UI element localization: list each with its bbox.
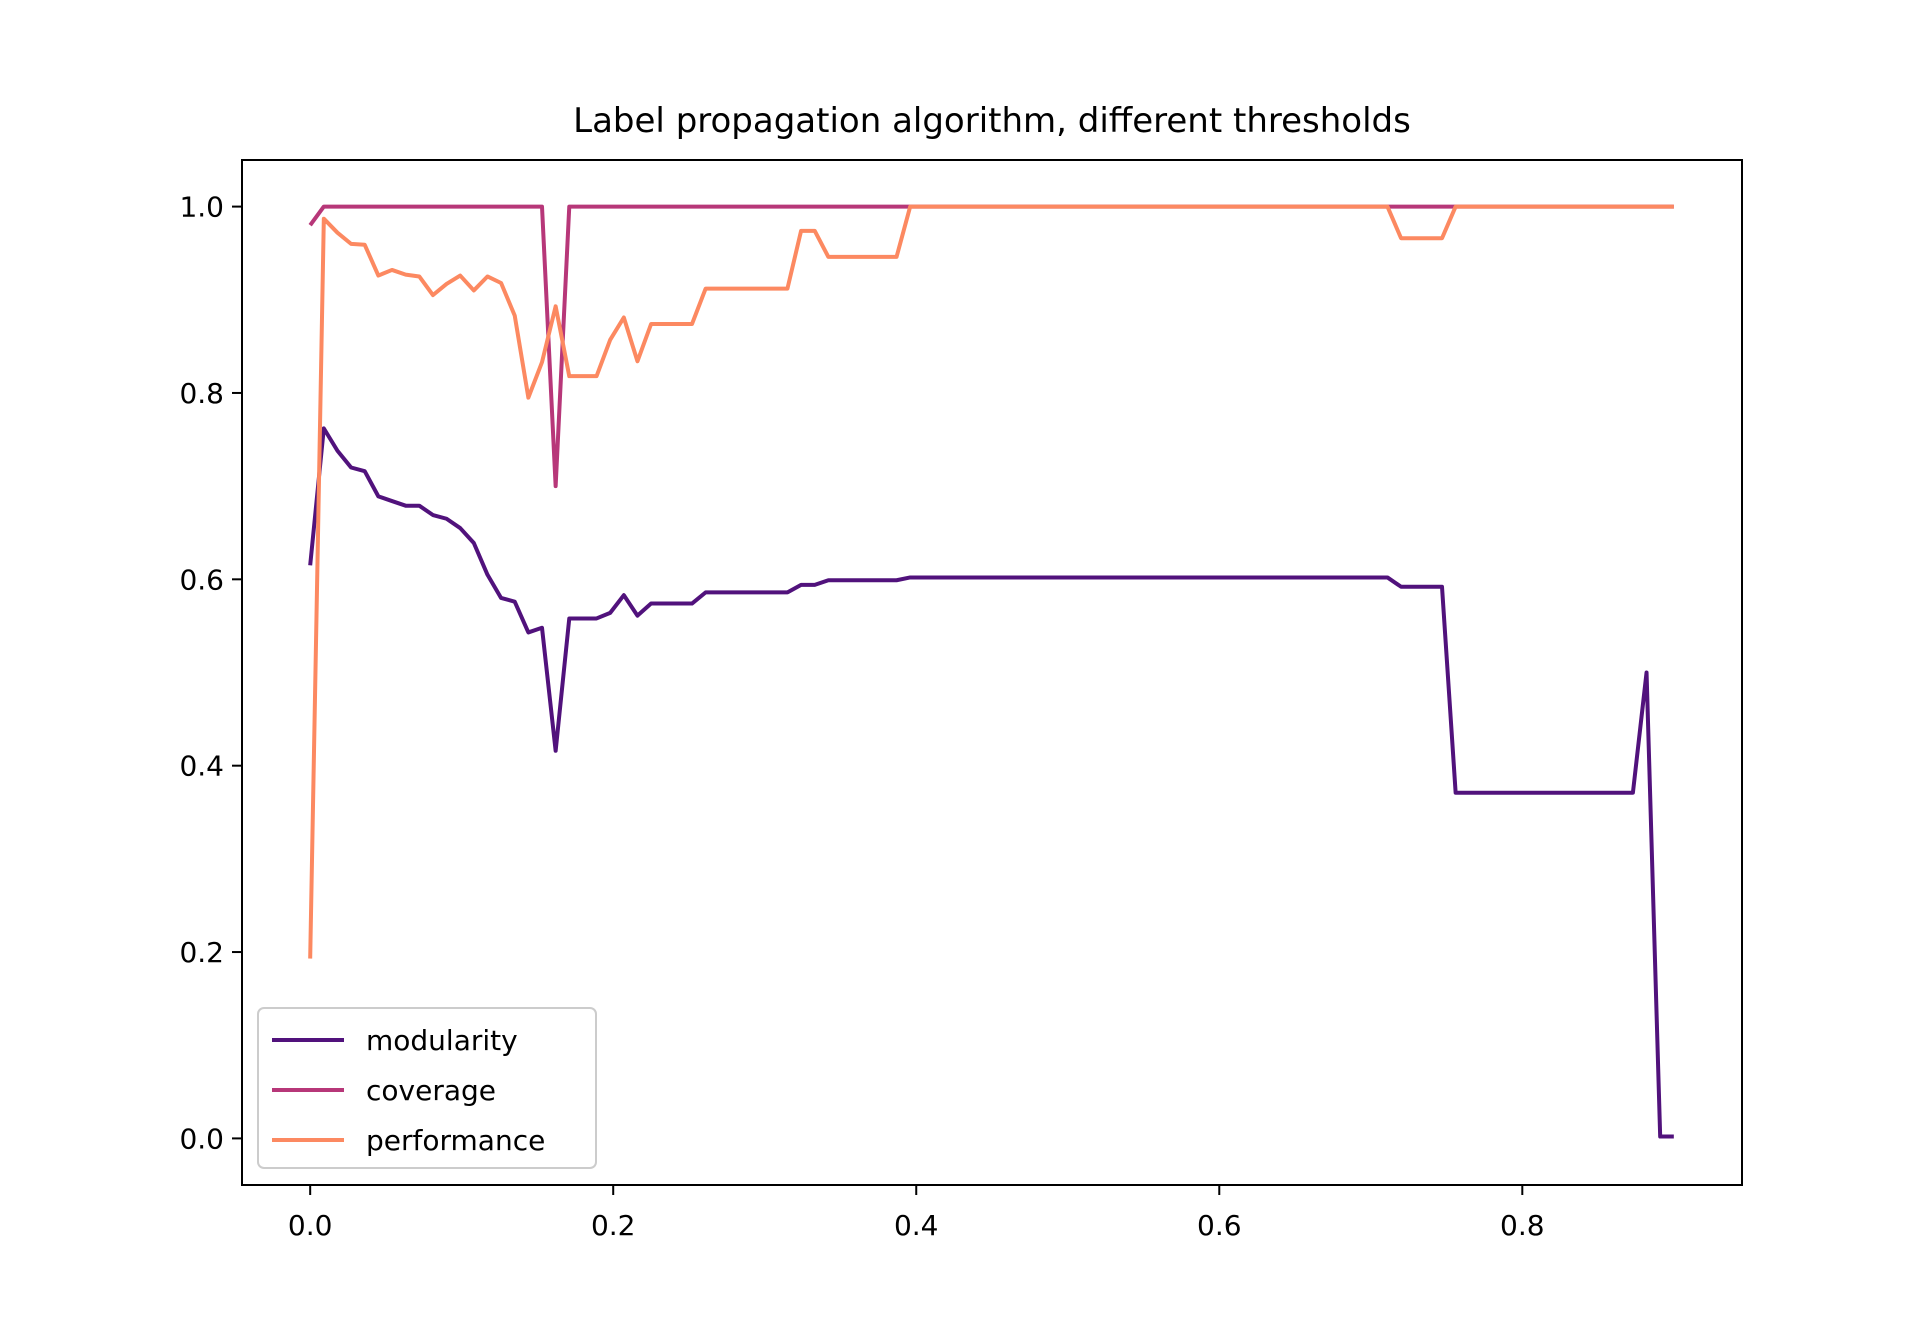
x-tick-label: 0.4 (894, 1209, 939, 1242)
y-tick-label: 0.8 (179, 377, 224, 410)
chart-title: Label propagation algorithm, different t… (573, 101, 1411, 141)
y-tick-label: 0.4 (179, 750, 224, 783)
legend-label-performance: performance (366, 1124, 545, 1157)
legend: modularity coverage performance (257, 1007, 597, 1169)
x-tick-label: 0.0 (288, 1209, 333, 1242)
y-tick-label: 0.6 (179, 563, 224, 596)
x-tick-label: 0.8 (1500, 1209, 1545, 1242)
series-line-modularity (308, 426, 1674, 1139)
x-tick-label: 0.6 (1197, 1209, 1242, 1242)
y-tick-label: 1.0 (179, 191, 224, 224)
legend-box (257, 1007, 597, 1169)
legend-label-modularity: modularity (366, 1024, 518, 1057)
y-tick-label: 0.2 (179, 936, 224, 969)
series-line-performance (308, 204, 1674, 959)
legend-label-coverage: coverage (366, 1074, 496, 1107)
series-layer (308, 204, 1674, 1139)
x-tick-label: 0.2 (591, 1209, 636, 1242)
x-axis: 0.0 0.2 0.4 0.6 0.8 (288, 1185, 1545, 1242)
y-tick-label: 0.0 (179, 1122, 224, 1155)
y-axis: 0.0 0.2 0.4 0.6 0.8 1.0 (179, 191, 242, 1155)
plot-frame (241, 159, 1743, 1186)
